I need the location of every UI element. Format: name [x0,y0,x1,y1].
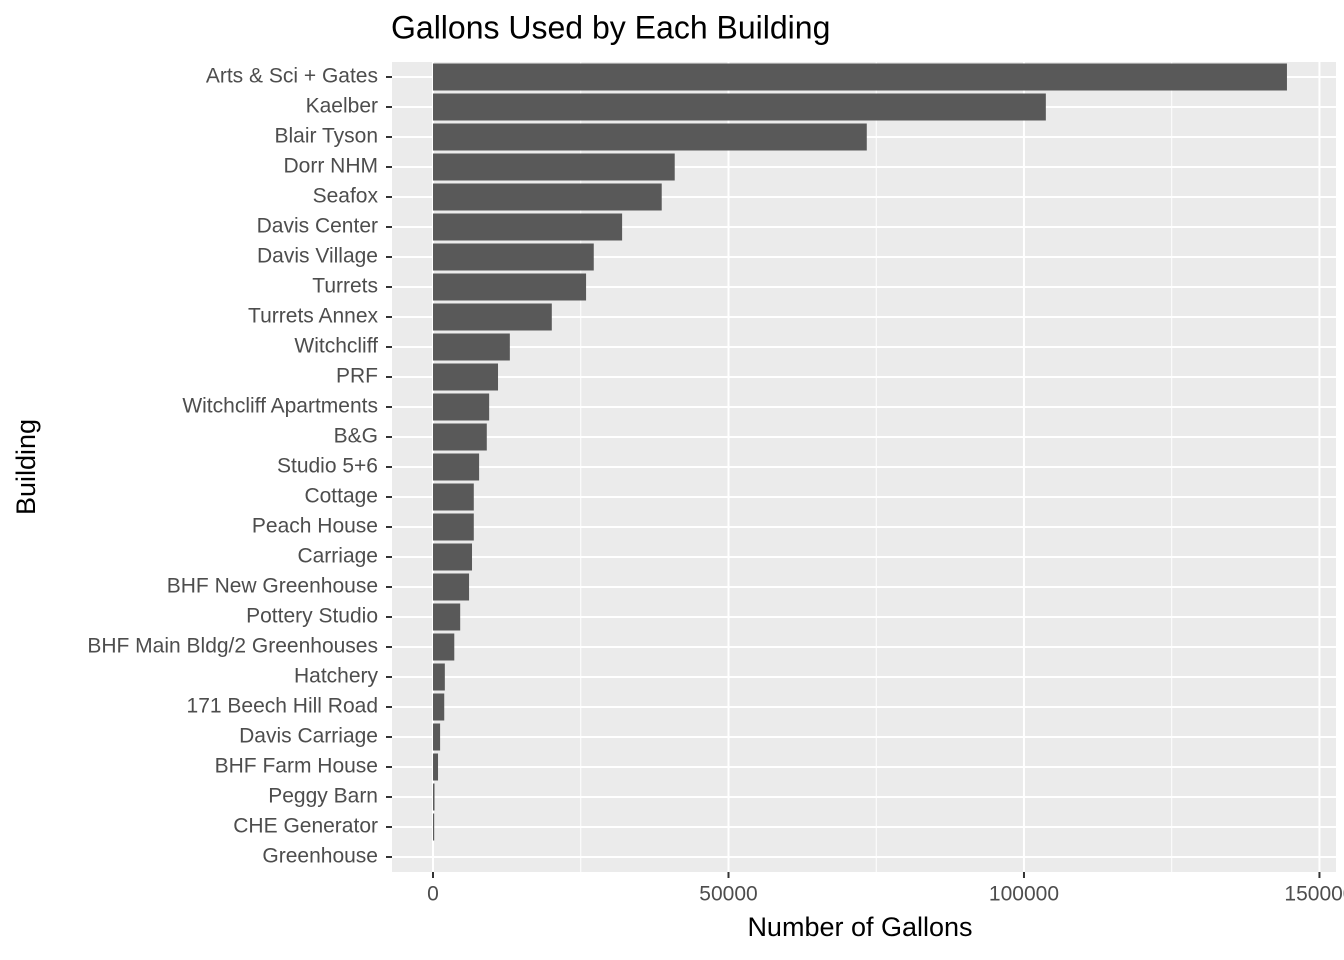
y-tick-label: CHE Generator [233,815,378,838]
y-tick-label: Witchcliff [294,335,378,358]
y-tick-label: BHF Main Bldg/2 Greenhouses [87,635,378,658]
y-tick-label: Greenhouse [262,845,378,868]
x-tick-label: 150000 [1284,883,1344,906]
bar [433,93,1046,121]
bar [433,183,662,211]
bar [433,63,1287,91]
bar [433,303,552,331]
bar [433,423,487,451]
y-tick-label: PRF [336,365,378,388]
bar [433,783,435,811]
chart-title: Gallons Used by Each Building [391,9,830,45]
y-tick-label: Hatchery [294,665,379,688]
bar [433,753,439,781]
y-tick-label: Kaelber [306,95,378,118]
bar [433,213,623,241]
bar [433,693,445,721]
y-tick-label: Davis Center [257,215,378,238]
y-tick-label: Dorr NHM [284,155,379,178]
y-tick-label: Turrets Annex [248,305,378,328]
bar [433,573,470,601]
x-tick-label: 0 [427,883,439,906]
x-tick-label: 100000 [989,883,1059,906]
bar [433,273,587,301]
bar [433,513,474,541]
y-tick-label: Seafox [313,185,379,208]
bar [433,153,675,181]
y-tick-label: Blair Tyson [275,125,379,148]
y-tick-label: Pottery Studio [246,605,378,628]
bar [433,543,473,571]
bar [433,363,499,391]
y-tick-label: Davis Carriage [239,725,378,748]
bar [433,633,455,661]
bar [433,393,490,421]
y-tick-label: BHF Farm House [215,755,378,778]
bar [433,813,435,841]
y-tick-label: Studio 5+6 [277,455,378,478]
x-axis-title: Number of Gallons [747,912,972,942]
bar [433,723,441,751]
bar [433,333,510,361]
bar [433,603,461,631]
bar [433,453,480,481]
bar [433,663,445,691]
y-tick-label: Davis Village [257,245,378,268]
bar [433,483,474,511]
x-tick-label: 50000 [699,883,757,906]
y-tick-label: Carriage [297,545,378,568]
y-tick-label: B&G [334,425,378,448]
y-tick-label: 171 Beech Hill Road [187,695,378,718]
y-tick-label: Witchcliff Apartments [182,395,378,418]
y-tick-label: BHF New Greenhouse [167,575,378,598]
y-tick-label: Cottage [304,485,378,508]
bar [433,243,594,271]
y-tick-label: Peggy Barn [268,785,378,808]
y-axis-title: Building [11,419,41,515]
y-tick-label: Arts & Sci + Gates [206,65,378,88]
y-tick-label: Peach House [252,515,378,538]
bar [433,123,867,151]
y-tick-label: Turrets [312,275,378,298]
